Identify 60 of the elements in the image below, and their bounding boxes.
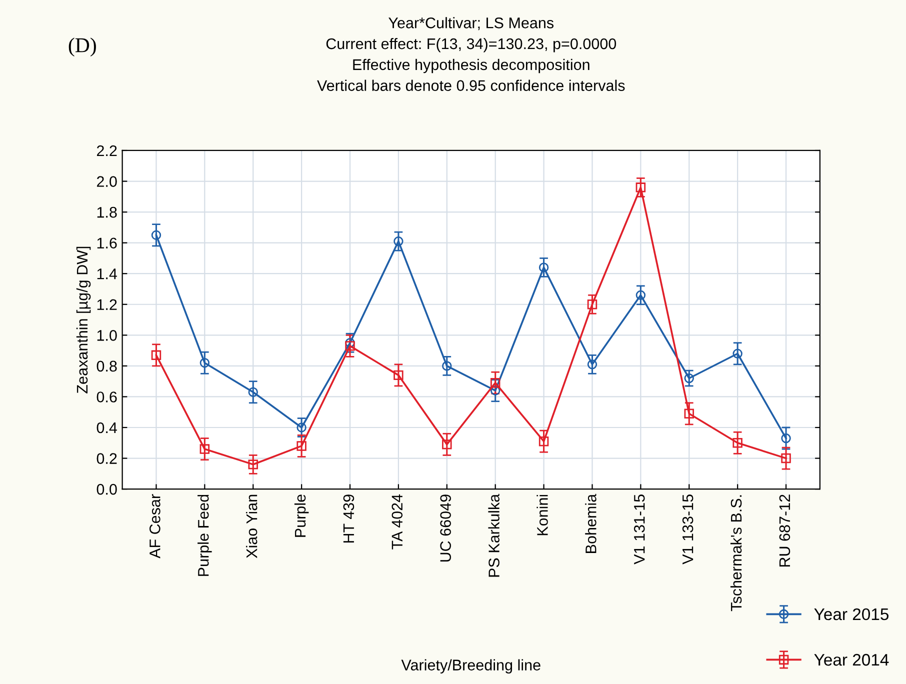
y-tick-label: 0.6 <box>96 392 117 402</box>
x-tick-label: AF Cesar <box>150 494 160 558</box>
point <box>296 441 306 451</box>
y-tick-label: 1.4 <box>97 268 118 280</box>
point <box>151 230 162 240</box>
point <box>636 290 646 300</box>
point <box>200 358 210 368</box>
x-tick-label: Xiao Yian <box>246 494 258 558</box>
y-tick-label: 0.4 <box>96 422 118 434</box>
point <box>587 360 598 370</box>
point <box>345 338 355 348</box>
point <box>781 453 791 464</box>
point <box>345 341 355 351</box>
point <box>781 433 791 444</box>
y-axis-title: Zeaxanthin [µg/g DW] <box>76 246 91 394</box>
point <box>732 438 742 448</box>
point <box>442 361 452 371</box>
y-tick-label: 1.0 <box>97 330 117 341</box>
point <box>151 350 162 360</box>
x-tick-label: PS Karkulka <box>488 494 500 577</box>
point <box>394 236 404 246</box>
point <box>538 436 549 446</box>
x-tick-label: UC 66049 <box>440 494 451 562</box>
point <box>587 300 598 310</box>
y-tick-label: 1.8 <box>97 206 117 218</box>
x-tick-label: V1 131-15 <box>634 494 645 564</box>
point <box>394 370 404 380</box>
x-tick-label: HT 439 <box>343 494 354 542</box>
x-tick-label: RU 687-12 <box>779 494 790 567</box>
point <box>538 262 549 272</box>
x-tick-label: Purple Feed <box>198 494 212 576</box>
x-tick-label: V1 133-15 <box>682 494 694 564</box>
point <box>442 440 452 450</box>
x-tick-label: Tschermak's B.S. <box>730 495 742 612</box>
point <box>200 444 210 454</box>
legend-label: Year 2014 <box>814 654 889 666</box>
x-tick-label: Bohemia <box>585 494 596 553</box>
y-tick-label: 2.0 <box>96 176 117 187</box>
chart-title: Year*Cultivar; LS Means Current effect: F(13, 34)=130.23, p=0.0000 Effective hypothesis decomposition Vertical bars denote 0.95 confidence intervals <box>317 17 625 91</box>
y-tick-label: 0.8 <box>96 360 117 372</box>
y-tick-label: 1.6 <box>97 238 117 249</box>
x-axis-title: Variety/Breeding line <box>401 659 540 674</box>
point <box>248 387 258 397</box>
point <box>732 348 742 358</box>
x-tick-label: Purple <box>294 494 309 537</box>
legend-label: Year 2015 <box>814 608 888 620</box>
y-tick-label: 2.2 <box>96 145 117 156</box>
y-tick-label: 0.0 <box>96 484 117 495</box>
point <box>684 373 694 384</box>
x-tick-label: TA 4024 <box>392 494 403 550</box>
point <box>296 422 306 432</box>
point <box>636 182 646 192</box>
point <box>490 386 500 396</box>
y-tick-label: 0.2 <box>96 453 117 464</box>
y-tick-label: 1.2 <box>97 299 117 310</box>
point <box>248 460 258 470</box>
x-tick-label: Konini <box>536 494 548 536</box>
point <box>490 378 500 388</box>
point <box>684 408 694 419</box>
text: (D) <box>68 38 96 57</box>
